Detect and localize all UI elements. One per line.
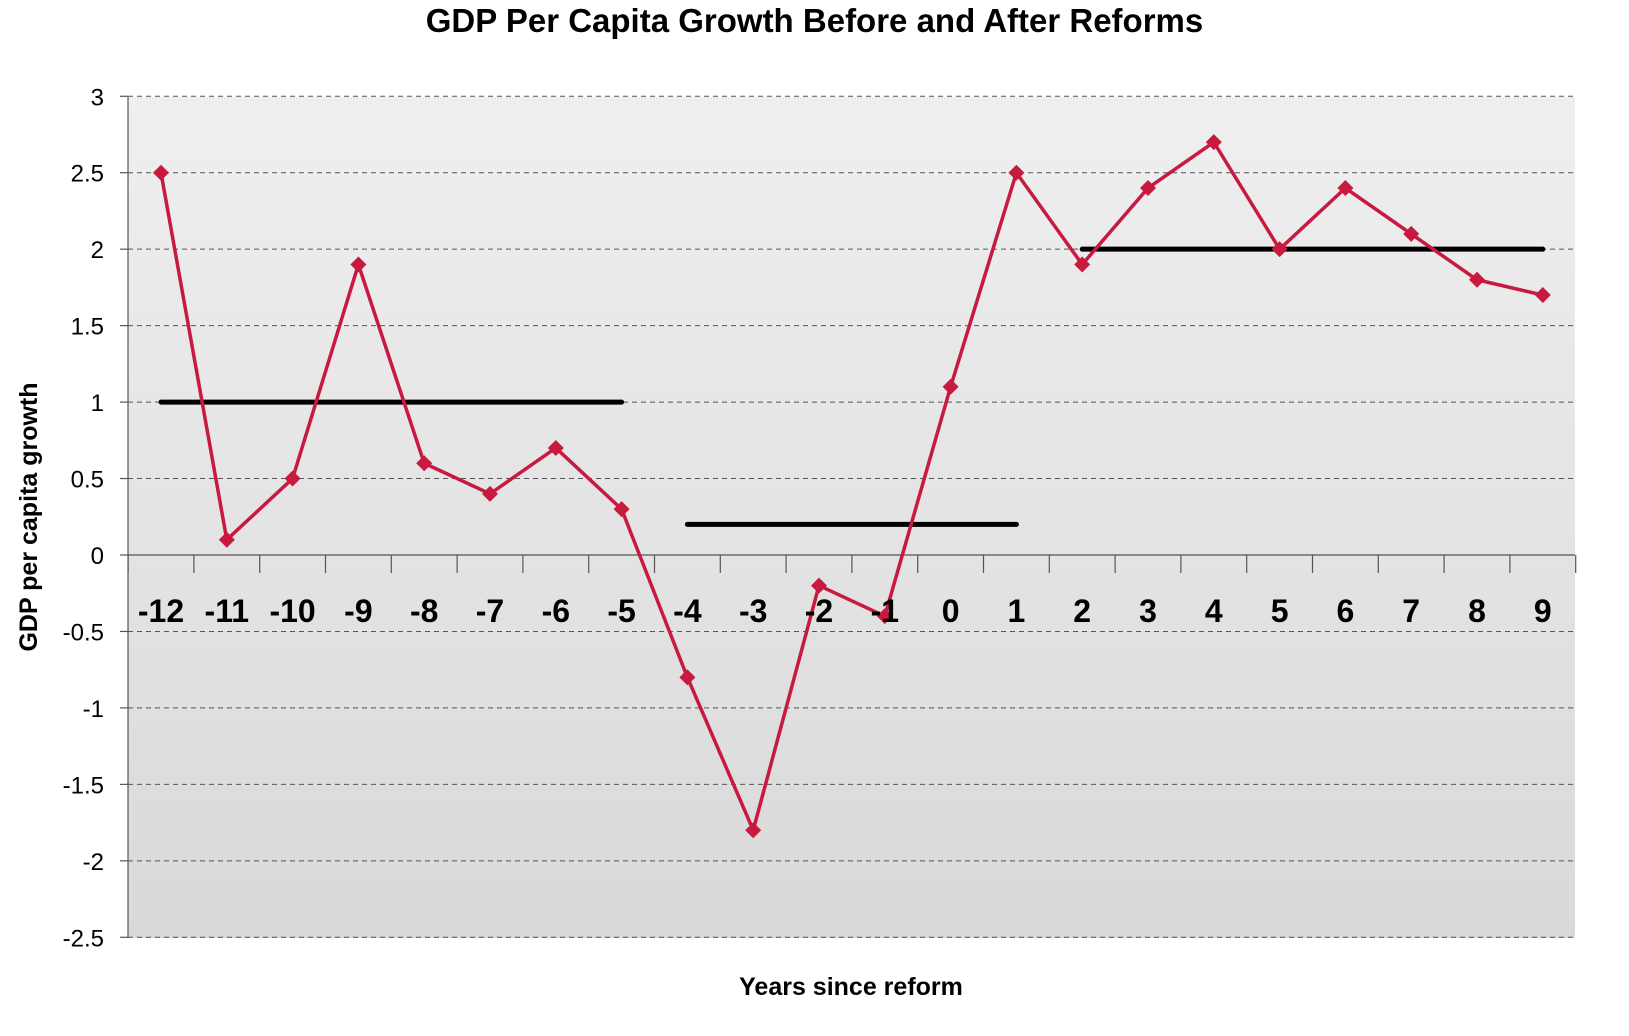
data-point <box>876 608 893 625</box>
x-tick-label: 8 <box>1468 593 1486 629</box>
data-point <box>1074 256 1091 273</box>
x-tick-label: -4 <box>673 593 702 629</box>
x-tick-label: 5 <box>1271 593 1289 629</box>
data-point <box>218 531 235 548</box>
x-tick-label: -6 <box>542 593 570 629</box>
x-tick-label: 7 <box>1402 593 1420 629</box>
data-point <box>679 669 696 686</box>
y-axis-title: GDP per capita growth <box>15 382 43 651</box>
data-point <box>482 485 498 502</box>
y-tick-label: -2 <box>83 849 104 876</box>
y-tick-label: 3 <box>91 84 104 111</box>
y-tick-label: 2.5 <box>71 161 104 188</box>
data-point <box>1337 180 1354 197</box>
y-tick-label: -2.5 <box>63 925 104 952</box>
data-point <box>1403 225 1420 242</box>
y-tick-label: 2 <box>91 237 104 264</box>
y-tick-label: -1 <box>83 696 104 723</box>
x-tick-label: -12 <box>138 593 184 629</box>
x-tick-label: -8 <box>410 593 438 629</box>
x-tick-label: 0 <box>942 593 960 629</box>
data-point <box>1205 134 1222 151</box>
x-tick-label: 1 <box>1008 593 1026 629</box>
data-point <box>1534 287 1551 304</box>
chart-title: GDP Per Capita Growth Before and After R… <box>425 2 1204 39</box>
gridlines <box>128 95 1575 938</box>
plot-area <box>128 97 1575 938</box>
data-point <box>416 455 433 472</box>
x-tick-label: 2 <box>1073 593 1091 629</box>
data-point <box>745 822 762 839</box>
period-averages <box>158 246 1546 527</box>
data-point <box>284 470 301 487</box>
axes <box>120 95 1577 938</box>
data-point <box>153 164 169 181</box>
series-line <box>159 140 1544 832</box>
x-tick-label: -9 <box>344 593 372 629</box>
data-point <box>811 577 827 594</box>
data-point <box>1008 164 1025 181</box>
x-tick-label: -10 <box>269 593 315 629</box>
x-axis-title: Years since reform <box>739 973 963 1001</box>
y-tick-label: -1.5 <box>63 772 104 799</box>
x-tick-label: -5 <box>607 593 635 629</box>
x-tick-label: -3 <box>739 593 767 629</box>
y-tick-label: 0 <box>91 543 104 570</box>
x-tick-label: 4 <box>1205 593 1223 629</box>
x-tick-label: -1 <box>871 593 899 629</box>
data-point <box>613 501 630 518</box>
x-tick-label: -2 <box>805 593 833 629</box>
data-point <box>942 378 959 395</box>
x-tick-label: 6 <box>1337 593 1355 629</box>
y-tick-label: 1 <box>91 390 104 417</box>
y-tick-label: 0.5 <box>71 467 104 494</box>
x-tick-label: 3 <box>1139 593 1157 629</box>
series <box>153 134 1551 839</box>
data-point <box>350 256 367 273</box>
x-tick-label: -7 <box>476 593 504 629</box>
tick-labels: -2.5-2-1.5-1-0.500.511.522.53-12 -11 -10 -9… <box>63 84 1552 952</box>
data-point <box>1469 271 1485 288</box>
data-point <box>1140 180 1156 197</box>
data-point <box>1271 241 1288 258</box>
x-tick-label: -11 <box>205 593 249 629</box>
y-tick-label: 1.5 <box>71 314 104 341</box>
x-tick-label: 9 <box>1534 593 1552 629</box>
data-point <box>547 439 564 456</box>
y-tick-label: -0.5 <box>63 619 104 646</box>
